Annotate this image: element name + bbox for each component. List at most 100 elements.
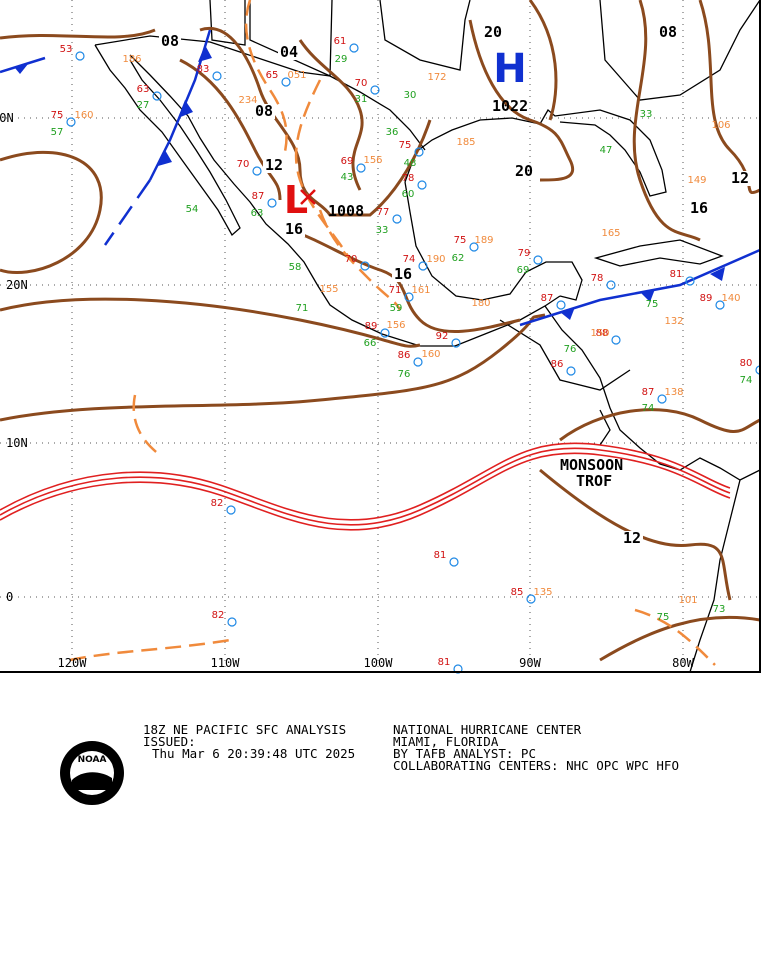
station-value: 172 [427, 72, 446, 83]
station-value: 140 [721, 293, 740, 304]
footer-text: BY TAFB ANALYST: PC [393, 746, 536, 761]
station-value: 69 [517, 265, 530, 276]
station-value: 77 [377, 207, 390, 218]
station-value: 71 [389, 285, 402, 296]
station-value: 106 [711, 120, 730, 131]
longitude-label: 120W [58, 656, 88, 670]
station-marker [685, 276, 695, 286]
low-pressure: 1008 [328, 202, 364, 220]
station-value: 58 [289, 262, 302, 273]
station-value: 156 [386, 320, 405, 331]
station-marker [611, 335, 621, 345]
isobar-label-bg [729, 171, 751, 186]
trough-label: MONSOON [560, 456, 623, 474]
station-value: 59 [390, 303, 403, 314]
station-value: 138 [664, 387, 683, 398]
station-value: 80 [740, 358, 753, 369]
station-value: 81 [434, 550, 447, 561]
fronts [0, 29, 761, 327]
isobar-label-bg [482, 25, 504, 40]
station-value: 92 [436, 331, 449, 342]
station-value: 135 [533, 587, 552, 598]
station-marker [212, 71, 222, 81]
station-value: 161 [411, 285, 430, 296]
station-value: 78 [591, 273, 604, 284]
isobar-label: 20 [515, 162, 533, 180]
station-value: 47 [600, 145, 613, 156]
station-value: 70 [345, 254, 358, 265]
station-marker [449, 557, 459, 567]
station-value: 36 [386, 127, 399, 138]
station-marker [370, 85, 380, 95]
station-marker [380, 328, 390, 338]
station-value: 160 [421, 349, 440, 360]
station-value: 81 [438, 657, 451, 668]
longitude-label: 100W [364, 656, 394, 670]
station-value: 155 [319, 284, 338, 295]
latitude-label: 20N [6, 278, 28, 292]
station-value: 53 [60, 44, 73, 55]
station-marker [451, 338, 461, 348]
station-value: 87 [642, 387, 655, 398]
station-value: 65 [266, 70, 279, 81]
isobar-label: 12 [623, 529, 641, 547]
isobar-label: 04 [280, 43, 298, 61]
station-value: 75 [646, 299, 659, 310]
station-marker [356, 163, 366, 173]
high-symbol: H [493, 46, 526, 92]
station-marker [417, 180, 427, 190]
station-value: 69 [341, 156, 354, 167]
station-marker [606, 280, 616, 290]
station-marker [715, 300, 725, 310]
station-value: 189 [474, 235, 493, 246]
station-value: 73 [713, 604, 726, 615]
station-value: 79 [518, 248, 531, 259]
station-value: 43 [341, 172, 354, 183]
station-value: 82 [212, 610, 225, 621]
station-value: 85 [511, 587, 524, 598]
station-value: 051 [287, 70, 306, 81]
isobar-label-bg [253, 104, 275, 119]
station-value: 66 [364, 338, 377, 349]
station-value: 81 [670, 269, 683, 280]
footer-text: MIAMI, FLORIDA [393, 734, 499, 749]
station-value: 48 [404, 158, 417, 169]
isobar-label: 08 [255, 102, 273, 120]
station-value: 75 [399, 140, 412, 151]
station-marker [360, 261, 370, 271]
monsoon-trough [0, 442, 731, 531]
isobar-label: 12 [731, 169, 749, 187]
footer-text: 18Z NE PACIFIC SFC ANALYSIS [143, 722, 346, 737]
station-value: 31 [355, 94, 368, 105]
isobar-label-bg [283, 222, 305, 237]
station-value: 75 [51, 110, 64, 121]
station-value: 180 [471, 298, 490, 309]
station-marker [413, 357, 423, 367]
station-marker [418, 261, 428, 271]
station-value: 70 [237, 159, 250, 170]
station-marker [404, 292, 414, 302]
station-marker [533, 255, 543, 265]
station-value: 30 [404, 90, 417, 101]
station-marker [152, 91, 162, 101]
station-value: 63 [251, 208, 264, 219]
station-marker [349, 43, 359, 53]
stations: 53 75 63 83 65 61 70 70 87 69 75 78 77 70 74 71 75 79 78 87… [51, 36, 761, 674]
station-value: 76 [398, 369, 411, 380]
low-center [300, 189, 316, 205]
station-value: 70 [355, 78, 368, 89]
isobar-label-bg [159, 34, 181, 49]
station-value: 74 [740, 375, 753, 386]
station-value: 149 [687, 175, 706, 186]
station-marker [267, 198, 277, 208]
isobar-label-bg [621, 531, 643, 546]
station-value: 150 [590, 328, 609, 339]
longitude-label: 80W [672, 656, 694, 670]
isobar-label: 16 [690, 199, 708, 217]
isobar-label: 20 [484, 23, 502, 41]
station-value: 71 [296, 303, 309, 314]
station-value: 57 [51, 127, 64, 138]
station-value: 87 [252, 191, 265, 202]
